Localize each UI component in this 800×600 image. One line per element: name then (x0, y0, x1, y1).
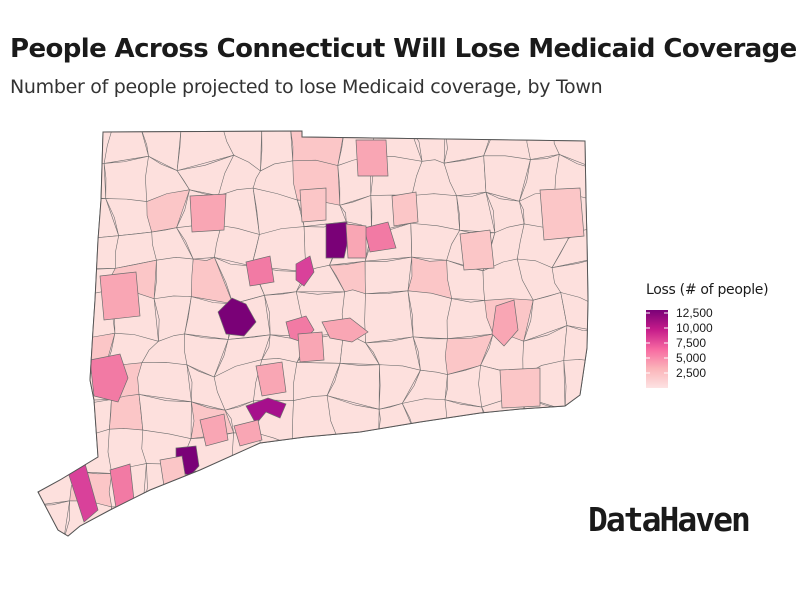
legend-label: 10,000 (676, 321, 713, 335)
town-region (291, 442, 340, 480)
town-region (290, 131, 345, 166)
legend-color-bar (646, 310, 668, 388)
legend-title: Loss (# of people) (646, 282, 769, 298)
town-region (488, 433, 528, 478)
town-region (106, 506, 152, 536)
highlighted-town (99, 271, 141, 321)
town-region (370, 429, 415, 467)
map-legend: Loss (# of people) 12,500 10,000 7,500 5… (646, 282, 769, 388)
town-region (404, 498, 458, 536)
highlighted-town (491, 299, 519, 347)
highlighted-town (539, 187, 585, 241)
highlighted-town (299, 187, 327, 223)
town-region (215, 495, 262, 536)
town-region (260, 467, 308, 509)
highlighted-town (295, 255, 315, 287)
highlighted-town (199, 413, 229, 447)
town-region (288, 469, 329, 509)
town-region (364, 290, 414, 344)
highlighted-town (159, 455, 187, 487)
town-region (369, 504, 416, 536)
legend-label: 12,500 (676, 306, 713, 320)
town-region (177, 495, 228, 536)
town-region (370, 462, 416, 515)
town-region (258, 504, 296, 536)
town-region (142, 504, 191, 536)
town-region (483, 131, 531, 160)
highlighted-town (459, 229, 495, 271)
highlighted-town (255, 361, 287, 397)
town-region (526, 470, 569, 513)
town-region (446, 468, 498, 513)
highlighted-town (297, 331, 325, 363)
highlighted-town (89, 353, 129, 403)
highlighted-towns (65, 139, 585, 523)
highlighted-town (363, 221, 397, 253)
highlighted-town (499, 367, 541, 409)
town-region (215, 470, 271, 506)
town-region (521, 429, 565, 473)
highlighted-town (355, 139, 389, 177)
town-region (560, 292, 588, 332)
town-region (514, 506, 569, 536)
legend-label: 7,500 (676, 336, 707, 350)
town-region (407, 290, 453, 340)
highlighted-town (391, 191, 419, 227)
town-region (38, 367, 85, 403)
town-region (66, 235, 119, 270)
town-region (67, 161, 107, 199)
town-region (38, 400, 84, 444)
town-region (38, 191, 84, 240)
town-region (476, 471, 536, 513)
town-region (552, 429, 588, 471)
datahaven-logo: DataHaven (588, 500, 751, 539)
town-region (288, 497, 347, 536)
highlighted-town (325, 221, 349, 259)
town-region (38, 336, 85, 372)
legend-label: 5,000 (676, 351, 707, 365)
town-region (38, 255, 67, 300)
highlighted-town (345, 223, 367, 259)
highlighted-town (321, 317, 369, 343)
town-region (563, 409, 588, 436)
town-region (406, 429, 455, 469)
highlighted-town (233, 419, 263, 447)
legend-label: 2,500 (676, 366, 707, 380)
page-subtitle: Number of people projected to lose Medic… (10, 76, 603, 98)
town-region (103, 155, 149, 202)
state-border (37, 130, 589, 537)
town-region (476, 511, 536, 536)
town-region (38, 131, 74, 166)
town-region (328, 497, 377, 536)
page-title: People Across Connecticut Will Lose Medi… (10, 34, 797, 64)
highlighted-town (217, 297, 257, 337)
town-region (446, 433, 498, 478)
town-region (364, 256, 413, 295)
town-region (406, 462, 458, 515)
town-region (563, 325, 588, 363)
town-region (38, 297, 74, 343)
town-region (551, 257, 588, 308)
town-region (327, 432, 380, 480)
highlighted-town (245, 255, 275, 287)
town-region (38, 161, 83, 197)
town-region (327, 466, 372, 505)
town-region (38, 237, 84, 270)
highlighted-town (189, 193, 227, 233)
town-region (452, 498, 492, 536)
town-region (153, 257, 194, 300)
